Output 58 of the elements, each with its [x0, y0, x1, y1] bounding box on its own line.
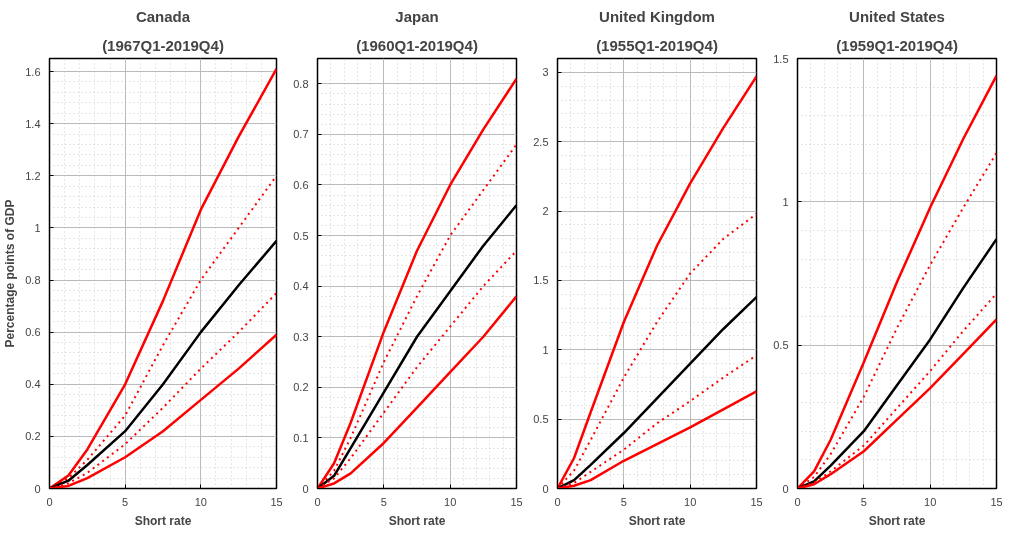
- chart-title: United States: [849, 7, 945, 25]
- y-tick-label: 1.4: [25, 117, 41, 130]
- x-tick-label: 0: [554, 495, 561, 508]
- x-axis-title: Short rate: [628, 513, 686, 528]
- x-tick-label: 15: [270, 495, 283, 508]
- y-tick-label: 3: [542, 66, 549, 79]
- chart-subtitle: (1955Q1-2019Q4): [596, 36, 718, 54]
- y-tick-label: 0: [34, 482, 41, 495]
- y-tick-label: 1.5: [773, 52, 789, 65]
- y-tick-label: 1.6: [25, 65, 41, 78]
- chart-subtitle: (1960Q1-2019Q4): [356, 36, 478, 54]
- y-tick-label: 1: [542, 343, 549, 356]
- y-tick-label: 0.6: [25, 326, 41, 339]
- y-tick-label: 0.4: [293, 280, 309, 293]
- y-tick-label: 1: [34, 221, 41, 234]
- x-tick-label: 10: [444, 495, 457, 508]
- y-tick-label: 0.8: [293, 77, 309, 90]
- x-tick-label: 0: [314, 495, 321, 508]
- y-tick-label: 2.5: [533, 135, 549, 148]
- y-tick-label: 1: [782, 195, 789, 208]
- chart-title: Canada: [135, 7, 191, 25]
- x-tick-label: 5: [860, 495, 867, 508]
- x-tick-label: 0: [794, 495, 801, 508]
- chart-subtitle: (1967Q1-2019Q4): [102, 36, 224, 54]
- y-tick-label: 0.7: [293, 128, 309, 141]
- y-tick-label: 0.5: [533, 413, 549, 426]
- y-tick-label: 0.2: [25, 430, 41, 443]
- chart-subtitle: (1959Q1-2019Q4): [836, 36, 958, 54]
- x-tick-label: 0: [46, 495, 53, 508]
- x-tick-label: 15: [750, 495, 763, 508]
- y-axis-title: Percentage points of GDP: [3, 199, 18, 348]
- x-tick-label: 5: [122, 495, 129, 508]
- x-axis-title: Short rate: [134, 513, 192, 528]
- x-tick-label: 15: [510, 495, 523, 508]
- x-axis-title: Short rate: [868, 513, 926, 528]
- y-tick-label: 0.6: [293, 178, 309, 191]
- y-tick-label: 0.8: [25, 274, 41, 287]
- y-tick-label: 1.2: [25, 169, 41, 182]
- y-tick-label: 0: [302, 482, 309, 495]
- y-tick-label: 0.5: [293, 229, 309, 242]
- y-tick-label: 1.5: [533, 274, 549, 287]
- y-tick-label: 0.5: [773, 339, 789, 352]
- chart-title: Japan: [395, 7, 439, 25]
- chart-title: United Kingdom: [599, 7, 715, 25]
- y-tick-label: 0.1: [293, 431, 309, 444]
- x-tick-label: 15: [990, 495, 1003, 508]
- x-tick-label: 10: [924, 495, 937, 508]
- y-tick-label: 0.4: [25, 378, 41, 391]
- x-tick-label: 10: [684, 495, 697, 508]
- y-tick-label: 0: [782, 482, 789, 495]
- x-axis-title: Short rate: [388, 513, 446, 528]
- x-tick-label: 5: [620, 495, 627, 508]
- x-tick-label: 10: [194, 495, 207, 508]
- y-tick-label: 0: [542, 482, 549, 495]
- x-tick-label: 5: [380, 495, 387, 508]
- y-tick-label: 2: [542, 205, 549, 218]
- y-tick-label: 0.3: [293, 330, 309, 343]
- y-tick-label: 0.2: [293, 381, 309, 394]
